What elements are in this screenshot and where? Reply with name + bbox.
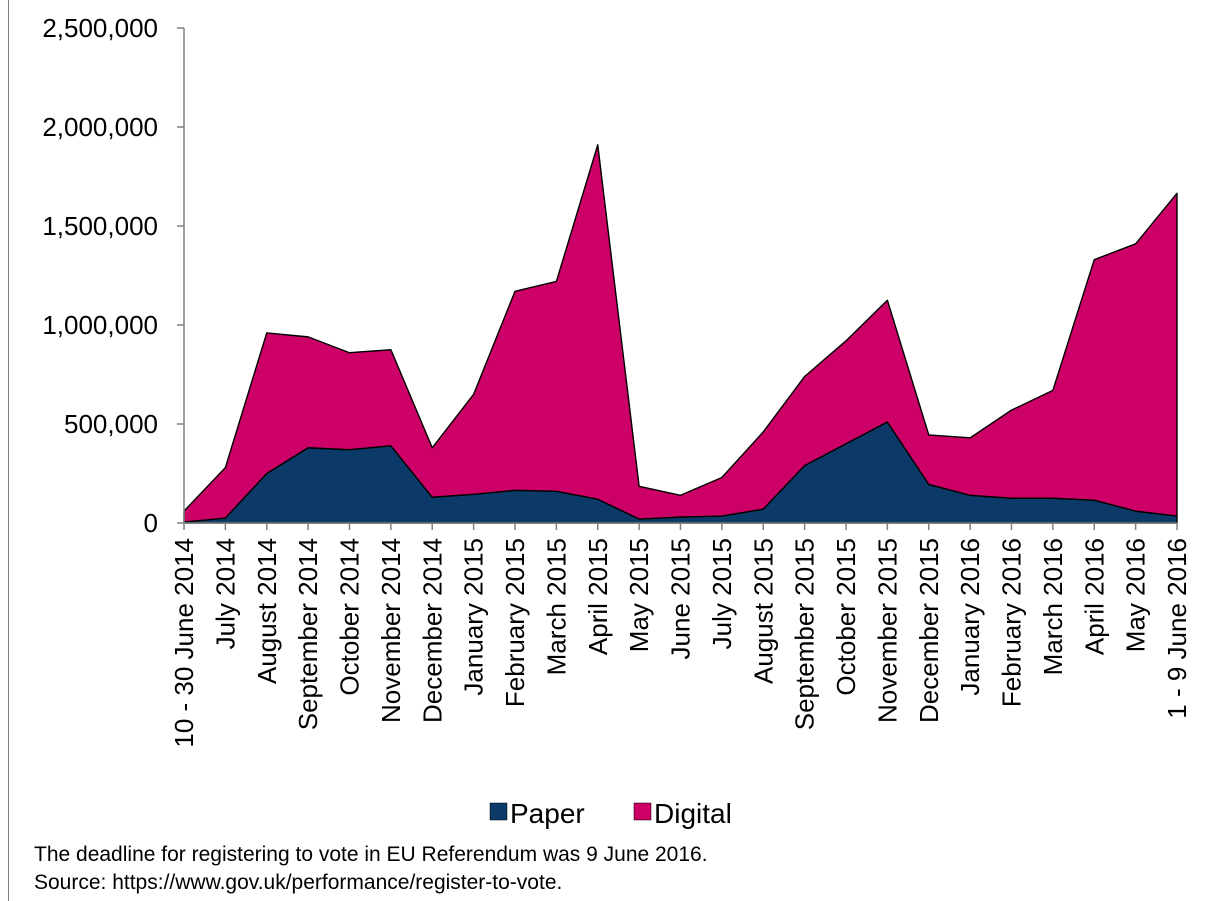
y-tick-label: 2,000,000: [42, 112, 158, 142]
x-tick-label: 10 - 30 June 2014: [169, 538, 199, 748]
x-tick-label: May 2016: [1121, 538, 1151, 652]
legend: Paper Digital: [489, 798, 732, 829]
x-tick-label: September 2015: [790, 538, 820, 730]
x-tick-label: December 2015: [914, 538, 944, 723]
x-tick-label: January 2015: [459, 538, 489, 696]
chart-areas: [183, 144, 1178, 524]
x-tick-label: August 2014: [252, 538, 282, 684]
x-tick-label: January 2016: [955, 538, 985, 696]
x-tick-label: April 2016: [1079, 538, 1109, 655]
x-tick-label: June 2015: [666, 538, 696, 659]
area-series-digital: [183, 144, 1178, 523]
x-tick-label: November 2014: [376, 538, 406, 723]
x-axis-ticks: 10 - 30 June 2014 July 2014 August 2014 Sep…: [169, 523, 1192, 748]
y-tick-label: 500,000: [64, 409, 158, 439]
x-tick-label: July 2015: [707, 538, 737, 649]
x-tick-label: December 2014: [417, 538, 447, 723]
x-tick-label: November 2015: [872, 538, 902, 723]
y-tick-label: 1,000,000: [42, 310, 158, 340]
x-tick-label: May 2015: [624, 538, 654, 652]
x-tick-label: February 2016: [997, 538, 1027, 707]
x-tick-label: April 2015: [583, 538, 613, 655]
caption-deadline: The deadline for registering to vote in …: [34, 843, 708, 866]
y-axis-ticks: 0 500,000 1,000,000 1,500,000 2,000,000 2,500…: [42, 13, 184, 538]
x-tick-label: 1 - 9 June 2016: [1162, 538, 1192, 719]
caption-source: Source: https://www.gov.uk/performance/r…: [34, 871, 563, 894]
x-tick-label: August 2015: [748, 538, 778, 684]
x-tick-label: September 2014: [293, 538, 323, 730]
legend-swatch-digital: [633, 802, 652, 821]
legend-label-digital: Digital: [654, 798, 732, 829]
x-tick-label: March 2016: [1038, 538, 1068, 675]
stacked-area-chart: 0 500,000 1,000,000 1,500,000 2,000,000 2,500…: [42, 13, 1192, 829]
x-tick-label: October 2015: [831, 538, 861, 696]
x-tick-label: March 2015: [541, 538, 571, 675]
y-tick-label: 1,500,000: [42, 211, 158, 241]
x-tick-label: July 2014: [210, 538, 240, 649]
legend-swatch-paper: [489, 802, 508, 821]
y-tick-label: 0: [144, 508, 158, 538]
frame-left-border: [8, 0, 9, 901]
legend-label-paper: Paper: [510, 798, 585, 829]
x-tick-label: February 2015: [500, 538, 530, 707]
x-tick-label: October 2014: [335, 538, 365, 696]
y-tick-label: 2,500,000: [42, 13, 158, 43]
